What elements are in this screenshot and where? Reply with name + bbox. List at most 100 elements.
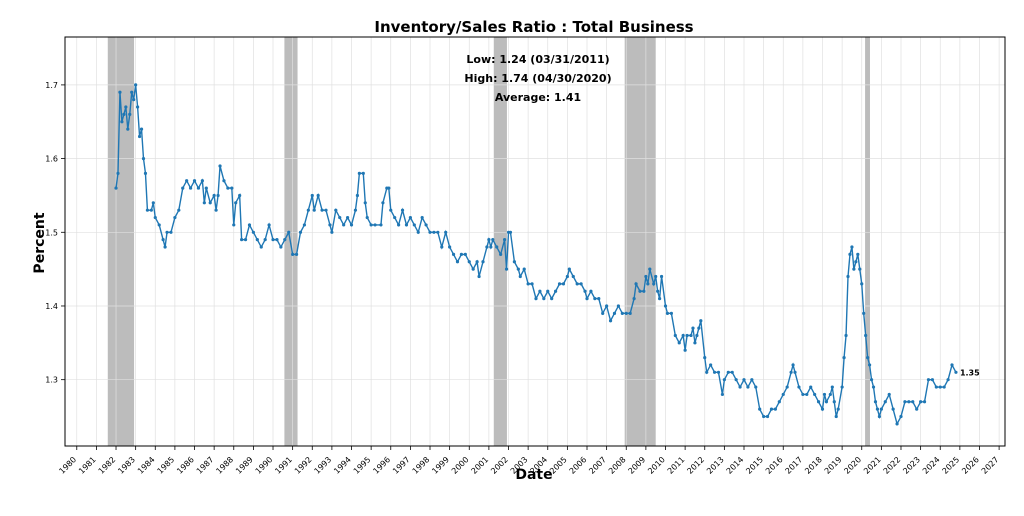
data-point xyxy=(255,238,259,242)
y-tick-label: 1.4 xyxy=(45,302,58,311)
data-point xyxy=(504,267,509,271)
data-point xyxy=(216,193,220,198)
data-point xyxy=(773,407,777,411)
data-point xyxy=(632,297,636,301)
data-point xyxy=(836,407,840,411)
data-point xyxy=(801,392,805,397)
data-point xyxy=(357,171,361,175)
data-point xyxy=(369,223,373,227)
data-point xyxy=(697,326,701,330)
data-point xyxy=(271,238,275,242)
data-point xyxy=(550,297,554,301)
data-point xyxy=(345,215,350,220)
data-point xyxy=(404,223,409,227)
data-point xyxy=(475,260,479,264)
data-point xyxy=(567,267,571,271)
data-point xyxy=(669,311,673,315)
data-point xyxy=(542,297,546,301)
annotation-high: High: 1.74 (04/30/2020) xyxy=(464,72,611,85)
data-point xyxy=(173,215,177,220)
data-point xyxy=(192,179,197,183)
data-point xyxy=(136,105,140,109)
data-point xyxy=(834,414,838,419)
data-point xyxy=(846,274,850,279)
data-point xyxy=(658,297,662,301)
data-point xyxy=(824,400,829,404)
data-point xyxy=(950,363,954,367)
data-point xyxy=(428,230,432,234)
data-point xyxy=(820,407,825,411)
data-point xyxy=(363,201,367,205)
data-point xyxy=(485,245,489,249)
data-point xyxy=(355,193,360,198)
data-point xyxy=(334,208,338,212)
data-point xyxy=(899,414,903,419)
data-point xyxy=(157,223,161,227)
data-point xyxy=(758,407,762,411)
data-point xyxy=(489,245,493,249)
data-point xyxy=(467,260,471,264)
data-point xyxy=(813,392,817,397)
data-point xyxy=(120,120,124,124)
data-point xyxy=(605,304,609,308)
data-point xyxy=(432,230,436,234)
data-point xyxy=(565,274,569,279)
data-point xyxy=(848,252,852,256)
data-point xyxy=(703,355,707,360)
data-point xyxy=(930,378,934,382)
data-point xyxy=(673,333,677,338)
data-point xyxy=(557,282,562,286)
data-point xyxy=(451,252,456,256)
data-point xyxy=(869,378,874,382)
data-point xyxy=(926,378,931,382)
data-point xyxy=(283,238,287,242)
data-point xyxy=(114,186,118,190)
data-point xyxy=(185,179,189,183)
data-point xyxy=(873,400,878,404)
data-point xyxy=(365,215,369,220)
data-point xyxy=(153,215,157,220)
y-tick-label: 1.5 xyxy=(45,228,58,237)
data-point xyxy=(393,215,397,220)
data-point xyxy=(440,245,444,249)
data-point xyxy=(165,230,169,234)
data-point xyxy=(616,304,621,308)
data-point xyxy=(842,355,846,360)
data-point xyxy=(302,223,307,227)
data-point xyxy=(785,385,789,389)
data-point xyxy=(765,414,770,419)
data-point xyxy=(238,193,242,198)
data-point xyxy=(750,378,754,382)
data-point xyxy=(844,333,848,338)
data-point xyxy=(320,208,324,212)
data-point xyxy=(287,230,291,234)
data-point xyxy=(665,311,670,315)
data-point xyxy=(534,297,538,301)
data-point xyxy=(522,267,526,271)
data-point xyxy=(251,230,255,234)
data-point xyxy=(328,223,332,227)
plot-area-frame xyxy=(64,36,1006,447)
data-point xyxy=(130,90,134,94)
data-point xyxy=(652,282,656,286)
data-point xyxy=(448,245,452,249)
data-point xyxy=(499,252,503,256)
data-point xyxy=(681,333,685,338)
data-point xyxy=(212,193,216,198)
data-point xyxy=(459,252,464,256)
data-point xyxy=(646,282,650,286)
data-point xyxy=(830,385,834,389)
data-point xyxy=(867,363,872,367)
data-point xyxy=(118,90,122,94)
data-point xyxy=(126,127,130,131)
data-point xyxy=(477,274,481,279)
data-point xyxy=(455,260,460,264)
data-point xyxy=(887,392,891,397)
data-point xyxy=(915,407,919,411)
data-point xyxy=(240,238,244,242)
data-point xyxy=(938,385,942,389)
data-point xyxy=(864,333,868,338)
data-point xyxy=(163,245,167,249)
data-point xyxy=(705,370,709,374)
data-point xyxy=(754,385,758,389)
